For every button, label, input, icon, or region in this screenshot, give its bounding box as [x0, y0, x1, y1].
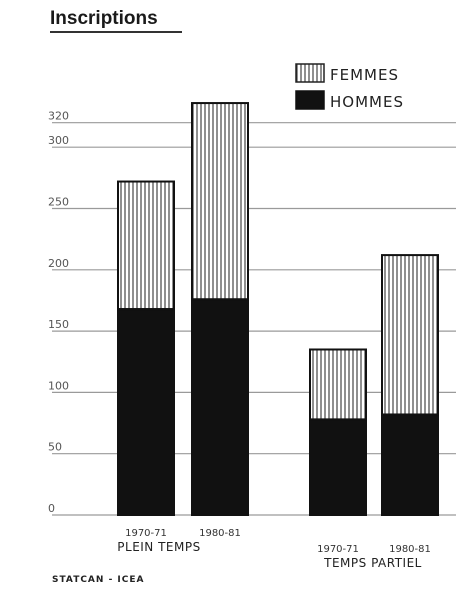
- group-label-temps-partiel: TEMPS PARTIEL: [323, 556, 422, 570]
- bar-hommes: [381, 413, 439, 516]
- legend-swatch-hommes: [295, 90, 325, 110]
- legend-label-femmes: FEMMES: [330, 66, 399, 84]
- bar-hommes: [117, 308, 175, 517]
- bar-femmes: [309, 348, 367, 421]
- category-label: 1980-81: [389, 544, 431, 555]
- y-tick-label: 0: [48, 502, 55, 515]
- y-axis-ticks: 0 50 100 150 200 250 300 320: [48, 110, 69, 515]
- legend: FEMMES HOMMES: [295, 63, 404, 111]
- y-tick-label: 50: [48, 441, 62, 454]
- bar-femmes: [191, 102, 249, 301]
- source-note: STATCAN - ICEA: [52, 575, 145, 585]
- category-labels: 1970-71 1980-81 1970-71 1980-81: [125, 528, 431, 555]
- y-tick-label: 320: [48, 110, 69, 123]
- group-label-plein-temps: PLEIN TEMPS: [117, 540, 200, 554]
- y-tick-label: 250: [48, 196, 69, 209]
- bar-hommes: [309, 418, 367, 517]
- y-tick-label: 150: [48, 318, 69, 331]
- category-label: 1970-71: [125, 528, 167, 539]
- y-tick-label: 200: [48, 257, 69, 270]
- bar-femmes: [117, 180, 175, 311]
- bar-femmes: [381, 254, 439, 416]
- legend-label-hommes: HOMMES: [330, 93, 404, 111]
- chart-title: Inscriptions: [50, 8, 158, 29]
- legend-swatch-femmes: [295, 63, 325, 83]
- category-label: 1980-81: [199, 528, 241, 539]
- bar-hommes: [191, 298, 249, 516]
- y-tick-label: 100: [48, 379, 69, 392]
- category-label: 1970-71: [317, 544, 359, 555]
- bars: [117, 102, 439, 517]
- y-tick-label: 300: [48, 134, 69, 147]
